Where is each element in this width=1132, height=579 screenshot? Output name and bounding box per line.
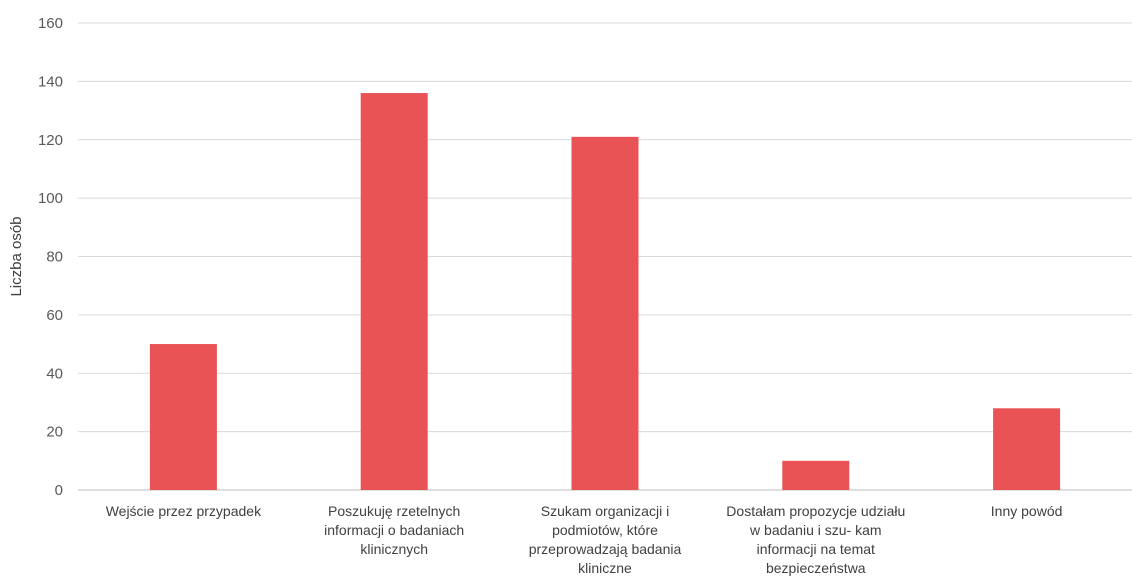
bar	[993, 408, 1061, 490]
y-tick-label: 60	[46, 307, 63, 324]
y-tick-label: 80	[46, 249, 63, 266]
x-tick-label: Inny powód	[991, 503, 1063, 519]
x-tick-label: Szukam organizacji i podmiotów, które prze…	[529, 503, 682, 576]
y-tick-label: 120	[38, 132, 63, 149]
x-tick-label: Wejście przez przypadek	[106, 503, 262, 519]
y-tick-label: 40	[46, 365, 63, 382]
x-tick-label: Dostałam propozycje udziału w badaniu i s…	[726, 503, 905, 576]
y-tick-label: 20	[46, 424, 63, 441]
x-axis-labels: Wejście przez przypadek Poszukuję rzeteln…	[106, 503, 1063, 576]
y-tick-label: 0	[55, 482, 63, 499]
y-tick-label: 140	[38, 73, 63, 90]
bar	[571, 136, 639, 491]
x-tick-label: Poszukuję rzetelnych informacji o badania…	[324, 503, 464, 557]
bar	[360, 93, 428, 491]
y-axis-title: Liczba osób	[8, 216, 25, 296]
bar	[149, 344, 217, 490]
bar	[782, 460, 850, 490]
y-axis-ticks: 0 20 40 60 80 100 120 140 160	[38, 15, 63, 499]
y-tick-label: 100	[38, 190, 63, 207]
y-tick-label: 160	[38, 15, 63, 32]
bars	[149, 93, 1061, 491]
